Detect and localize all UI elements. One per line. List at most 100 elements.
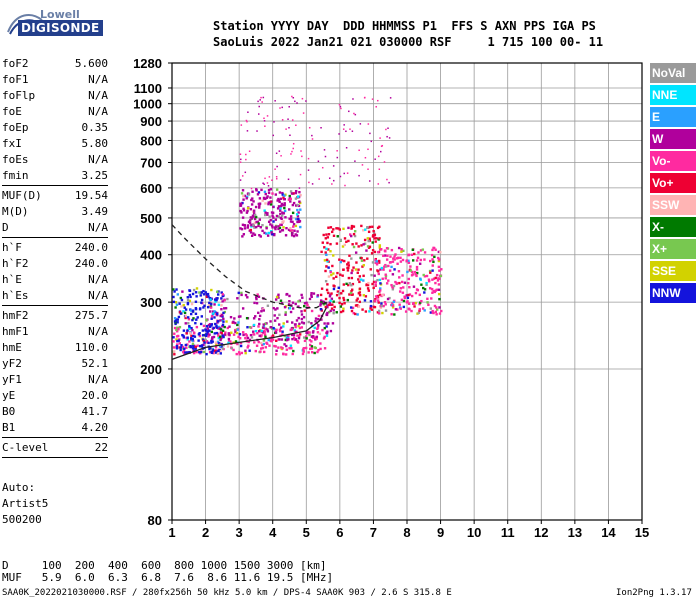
echo-point <box>186 351 189 354</box>
echo-point <box>436 308 439 311</box>
echo-point-high <box>339 175 342 178</box>
echo-point <box>238 337 242 340</box>
echo-point <box>404 310 408 313</box>
scaling-code: 500200 <box>2 513 42 526</box>
echo-point <box>274 331 278 334</box>
echo-point <box>438 312 442 315</box>
echo-point <box>244 336 247 340</box>
echo-point <box>408 285 411 289</box>
echo-point <box>343 259 346 263</box>
echo-point <box>202 293 206 296</box>
echo-point <box>240 192 244 195</box>
echo-point <box>383 254 387 257</box>
echo-point <box>320 287 324 290</box>
echo-point <box>257 295 261 298</box>
echo-point <box>357 292 361 295</box>
echo-point <box>272 216 275 219</box>
echo-point <box>271 192 274 195</box>
echo-point <box>242 333 245 337</box>
param-row: D N/A <box>2 220 108 236</box>
echo-point <box>239 315 242 318</box>
echo-point <box>317 348 320 352</box>
echo-point <box>269 196 272 199</box>
echo-point-high <box>338 103 341 106</box>
echo-point <box>351 293 354 296</box>
param-row: yF1 N/A <box>2 372 108 388</box>
echo-point <box>385 265 388 268</box>
echo-point <box>178 338 181 341</box>
echo-point <box>437 256 440 260</box>
echo-point <box>256 220 259 224</box>
echo-point <box>290 192 294 195</box>
echo-point <box>285 336 288 340</box>
echo-point <box>298 190 301 194</box>
echo-point <box>394 308 398 311</box>
echo-point <box>225 333 228 337</box>
echo-point <box>405 294 408 297</box>
echo-point <box>352 225 356 228</box>
echo-point <box>327 303 331 307</box>
param-value: N/A <box>88 153 108 166</box>
echo-point <box>375 263 379 266</box>
echo-point-high <box>248 150 251 152</box>
echo-point <box>319 308 323 311</box>
echo-point <box>437 292 441 296</box>
echo-point <box>259 235 262 238</box>
echo-point <box>343 243 346 247</box>
echo-point <box>324 297 328 301</box>
echo-point <box>253 233 257 236</box>
echo-point <box>191 338 195 341</box>
echo-point <box>346 298 350 302</box>
param-value: N/A <box>88 73 108 86</box>
echo-point-high <box>332 165 335 167</box>
echo-point <box>183 306 186 309</box>
echo-point <box>391 304 395 307</box>
echo-point <box>347 264 351 267</box>
echo-point <box>206 327 209 330</box>
echo-point-high <box>345 130 347 133</box>
echo-point <box>289 197 292 201</box>
echo-point <box>186 338 189 341</box>
echo-point <box>335 227 338 230</box>
echo-point <box>282 322 285 325</box>
echo-point <box>272 220 275 223</box>
echo-point <box>325 313 328 316</box>
echo-point-high <box>317 160 320 163</box>
echo-point <box>439 251 442 254</box>
echo-point <box>278 323 281 326</box>
echo-point <box>221 293 225 296</box>
echo-point <box>377 309 381 313</box>
echo-point-high <box>245 119 248 122</box>
echo-point <box>353 234 357 238</box>
echo-point <box>229 315 233 319</box>
echo-point <box>425 281 428 285</box>
echo-point <box>378 261 381 264</box>
echo-point <box>437 288 441 291</box>
echo-point <box>191 328 194 332</box>
x-tick-label: 1 <box>168 525 175 540</box>
echo-point <box>209 298 212 301</box>
separator-line <box>2 185 108 186</box>
echo-point-high <box>257 100 259 103</box>
echo-point <box>252 317 256 320</box>
echo-point-high <box>385 128 387 131</box>
echo-point <box>182 329 186 332</box>
echo-point <box>262 325 266 328</box>
echo-point <box>318 332 322 336</box>
echo-point <box>340 292 343 295</box>
echo-point <box>342 283 346 286</box>
echo-point <box>333 285 336 288</box>
echo-point <box>277 215 280 218</box>
echo-point <box>410 309 413 313</box>
echo-point <box>393 258 396 261</box>
param-row: foEs N/A <box>2 152 108 168</box>
legend-item-vo: Vo+ <box>650 173 696 193</box>
echo-point <box>314 338 317 341</box>
echo-point-high <box>311 134 313 137</box>
echo-point <box>182 336 186 339</box>
echo-point <box>327 248 330 251</box>
echo-point <box>360 244 363 247</box>
echo-point <box>298 334 301 338</box>
x-tick-label: 10 <box>467 525 481 540</box>
echo-point <box>279 223 282 227</box>
